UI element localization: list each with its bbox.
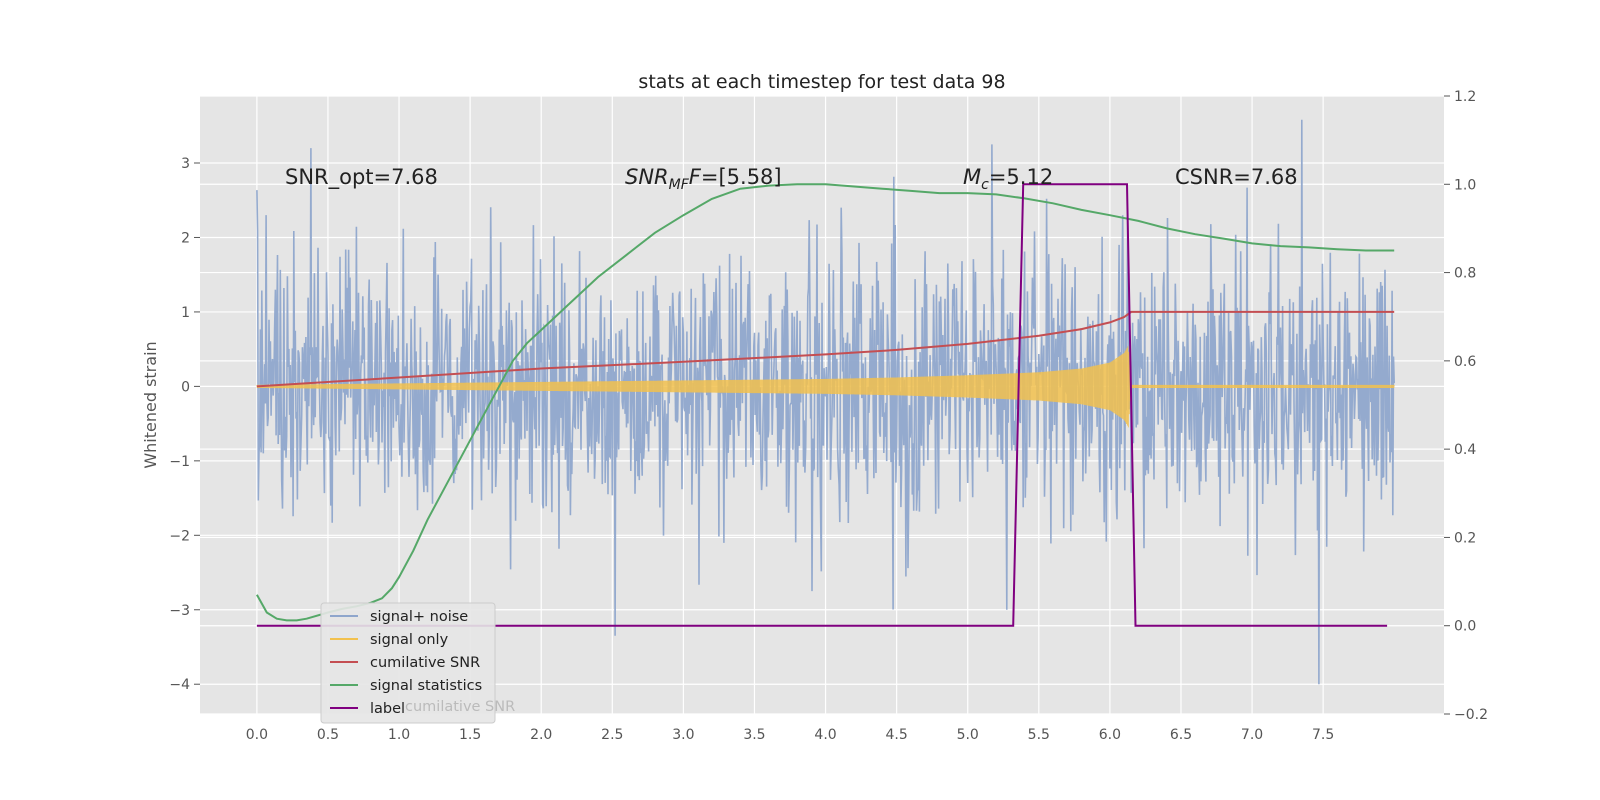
x-tick-label: 2.0 [530,727,552,743]
legend-box [320,602,496,724]
legend: cumilative SNR signal+ noise signal only c… [320,602,515,724]
signal-noise-line [256,119,1395,685]
annotation-snr-opt: SNR_opt=7.68 [285,165,438,190]
cumilative-snr-line [256,310,1395,388]
y-tick-label: 2 [181,230,190,246]
y-right-tick-label: 1.2 [1454,89,1476,105]
y-axis-right: 1.2 1.0 0.8 0.6 0.4 0.2 0.0 −0.2 [1444,89,1488,723]
y-right-tick-label: 0.4 [1454,442,1476,458]
chart-title: stats at each timestep for test data 98 [638,71,1005,93]
y-tick-label: −1 [169,454,190,470]
y-right-tick-label: 0.6 [1454,354,1476,370]
annotation-csnr: CSNR=7.68 [1175,165,1298,189]
series-cumilative-snr [256,310,1395,388]
annotation-mc-value: =5.12 [989,165,1053,189]
x-tick-label: 0.5 [317,727,339,743]
label-line [256,183,1388,627]
y-tick-label: −3 [169,603,190,619]
x-tick-label: 4.5 [886,727,908,743]
y-right-tick-label: −0.2 [1454,707,1488,723]
series-label [256,183,1388,627]
x-tick-label: 5.5 [1028,727,1050,743]
annotation-mc: Mc=5.12 [963,165,1053,193]
annotation-mc-sub: c [981,177,989,193]
y-axis-title: Whitened strain [141,341,160,468]
y-axis-left: 3 2 1 0 −1 −2 −3 −4 [169,156,200,693]
annotations: SNR_opt=7.68 SNRMFF=[5.58] Mc=5.12 CSNR=… [285,165,1298,193]
x-tick-label: 1.0 [388,727,410,743]
y-tick-label: 0 [181,379,190,395]
x-tick-label: 7.0 [1241,727,1263,743]
x-tick-label: 6.0 [1099,727,1121,743]
annotation-mc-main: M [963,165,981,189]
x-tick-label: 1.5 [459,727,481,743]
y-right-tick-label: 1.0 [1454,177,1476,193]
annotation-snr-mf: SNRMFF=[5.58] [625,165,782,193]
series-signal-only [256,346,1395,428]
y-right-tick-label: 0.0 [1454,619,1476,635]
y-tick-label: 3 [181,156,190,172]
legend-label: signal+ noise [370,609,468,625]
x-axis: 0.0 0.5 1.0 1.5 2.0 2.5 3.0 3.5 4.0 4.5 5.0 5.5 6.0 6… [246,727,1335,743]
y-right-tick-label: 0.2 [1454,530,1476,546]
annotation-snr-mf-value: =[5.58] [701,165,782,189]
legend-ghost-text: cumilative SNR [405,699,515,715]
x-tick-label: 0.0 [246,727,268,743]
y-right-tick-label: 0.8 [1454,266,1476,282]
x-tick-label: 6.5 [1170,727,1192,743]
y-tick-label: −4 [169,677,190,693]
annotation-snr-mf-sub: MF [669,177,690,193]
legend-label: signal statistics [370,678,482,694]
y-tick-label: 1 [181,305,190,321]
signal-only-line [256,346,1395,428]
annotation-snr-mf-main: SNR [625,165,669,189]
x-tick-label: 3.5 [743,727,765,743]
x-tick-label: 5.0 [957,727,979,743]
x-tick-label: 7.5 [1312,727,1334,743]
x-tick-label: 2.5 [601,727,623,743]
series-signal-noise [256,119,1395,685]
legend-label: signal only [370,632,449,648]
x-tick-label: 3.0 [672,727,694,743]
x-tick-label: 4.0 [814,727,836,743]
legend-label: label [370,701,405,717]
legend-label: cumilative SNR [370,655,480,671]
annotation-snr-mf-f: F [689,165,702,189]
y-tick-label: −2 [169,528,190,544]
